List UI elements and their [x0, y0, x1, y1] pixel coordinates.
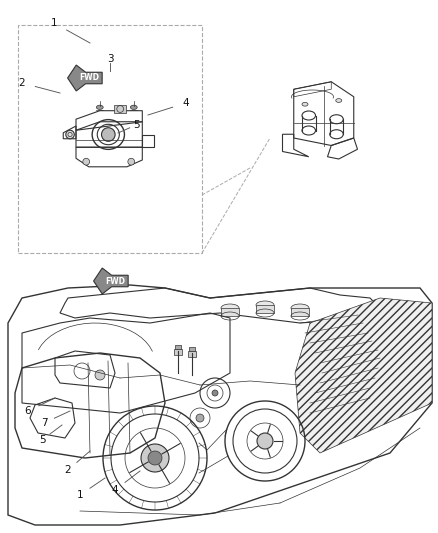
Text: 3: 3: [107, 54, 113, 64]
Bar: [18, 25, 202, 253]
Polygon shape: [67, 65, 102, 91]
Bar: [221, 308, 239, 316]
Bar: [174, 349, 182, 355]
Circle shape: [102, 128, 115, 141]
Circle shape: [141, 444, 169, 472]
Bar: [114, 105, 126, 113]
Text: 7: 7: [41, 418, 47, 428]
Text: 1: 1: [51, 18, 57, 28]
Ellipse shape: [256, 301, 274, 309]
Circle shape: [128, 158, 134, 165]
Bar: [175, 345, 181, 349]
Circle shape: [257, 433, 273, 449]
Ellipse shape: [336, 99, 342, 102]
Text: 6: 6: [25, 406, 31, 416]
Text: 5: 5: [39, 435, 45, 445]
Text: 4: 4: [112, 485, 118, 495]
Text: FWD: FWD: [105, 277, 125, 286]
Bar: [291, 308, 309, 316]
Ellipse shape: [131, 105, 137, 109]
Bar: [189, 347, 195, 351]
Ellipse shape: [221, 304, 239, 312]
Circle shape: [212, 390, 218, 396]
Text: 1: 1: [77, 490, 83, 500]
Ellipse shape: [291, 304, 309, 312]
Polygon shape: [94, 268, 128, 294]
Text: FWD: FWD: [79, 74, 99, 83]
Text: 2: 2: [19, 78, 25, 88]
Bar: [256, 305, 274, 313]
Text: 4: 4: [183, 98, 189, 108]
Polygon shape: [295, 298, 432, 453]
Bar: [188, 351, 196, 357]
Circle shape: [148, 451, 162, 465]
Circle shape: [83, 158, 90, 165]
Text: 2: 2: [65, 465, 71, 475]
Circle shape: [95, 370, 105, 380]
Circle shape: [66, 130, 74, 139]
Ellipse shape: [302, 102, 308, 106]
Text: 5: 5: [133, 120, 139, 130]
Ellipse shape: [96, 105, 103, 109]
Circle shape: [196, 414, 204, 422]
